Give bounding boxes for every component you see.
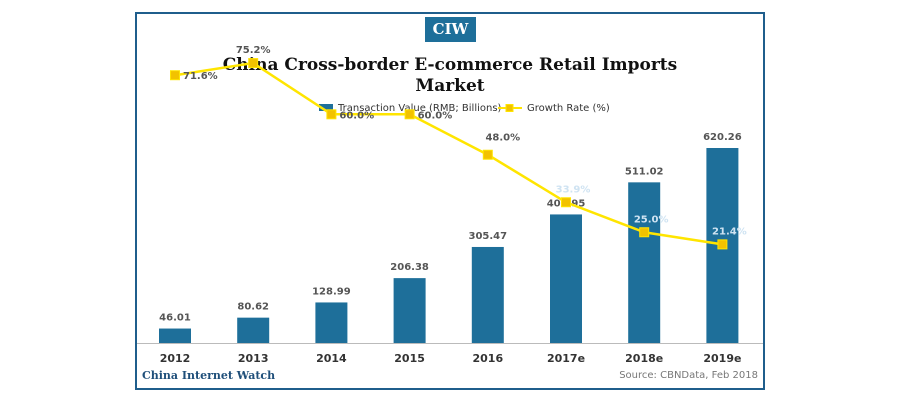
growth-marker-2019e bbox=[717, 239, 728, 250]
growth-marker-2015 bbox=[404, 109, 415, 120]
x-tick-label: 2014 bbox=[316, 352, 347, 365]
bar-2012 bbox=[159, 328, 191, 343]
chart-title: China Cross-border E-commerce Retail Imp… bbox=[185, 55, 715, 97]
x-tick-label: 2017e bbox=[547, 352, 585, 365]
bar-value-label: 620.26 bbox=[703, 132, 742, 143]
x-tick-label: 2012 bbox=[160, 352, 191, 365]
legend-label-transaction-value: Transaction Value (RMB; Billions) bbox=[337, 103, 502, 114]
x-tick-label: 2019e bbox=[703, 352, 741, 365]
growth-value-label: 60.0% bbox=[339, 110, 374, 121]
legend-marker-swatch bbox=[505, 104, 514, 112]
bar-value-label: 80.62 bbox=[237, 302, 269, 313]
bar-2014 bbox=[315, 302, 348, 343]
footer-brand: China Internet Watch bbox=[142, 369, 276, 382]
growth-value-label: 21.4% bbox=[712, 226, 747, 237]
growth-marker-2014 bbox=[326, 109, 337, 120]
legend-bar-swatch bbox=[319, 104, 333, 111]
growth-marker-2013 bbox=[248, 58, 259, 69]
growth-line-series: 71.6% 75.2% 60.0% 60.0% 48.0% 33.9% 25.0% 21.4% bbox=[170, 45, 747, 250]
bar-value-label: 305.47 bbox=[469, 231, 508, 242]
x-tick-label: 2018e bbox=[625, 352, 663, 365]
bar-series: 46.0180.62128.99206.38305.47408.95511.02… bbox=[159, 132, 742, 343]
bar-2018e bbox=[628, 182, 661, 343]
bar-2016 bbox=[471, 246, 504, 343]
growth-line bbox=[174, 61, 723, 246]
growth-value-label: 33.9% bbox=[556, 184, 591, 195]
bar-2017e bbox=[550, 214, 582, 343]
growth-value-label: 75.2% bbox=[236, 45, 271, 56]
growth-value-label: 48.0% bbox=[485, 133, 520, 144]
bar-value-label: 128.99 bbox=[312, 286, 351, 297]
chart-legend: Transaction Value (RMB; Billions) Growth … bbox=[319, 103, 610, 114]
chart-title-line1: China Cross-border E-commerce Retail Imp… bbox=[222, 55, 678, 75]
x-axis: 2012 2013 2014 2015 2016 2017e 2018e 2019e bbox=[137, 343, 763, 365]
legend-label-growth-rate: Growth Rate (%) bbox=[527, 103, 610, 114]
growth-marker-2017e bbox=[561, 197, 571, 208]
growth-value-label: 25.0% bbox=[634, 214, 669, 225]
growth-marker-2016 bbox=[482, 149, 493, 160]
growth-marker-2012 bbox=[170, 70, 180, 81]
bar-value-label: 206.38 bbox=[390, 262, 429, 273]
growth-marker-2018e bbox=[639, 227, 650, 238]
chart-title-line2: Market bbox=[415, 76, 485, 96]
ciw-logo-badge: CIW bbox=[425, 17, 476, 42]
growth-value-label: 60.0% bbox=[418, 110, 453, 121]
bar-2015 bbox=[393, 278, 426, 343]
x-tick-label: 2016 bbox=[472, 352, 503, 365]
bar-value-label: 46.01 bbox=[159, 313, 191, 324]
x-tick-label: 2015 bbox=[394, 352, 425, 365]
bar-value-label: 511.02 bbox=[625, 166, 664, 177]
footer-source: Source: CBNData, Feb 2018 bbox=[619, 370, 758, 381]
growth-value-label: 71.6% bbox=[183, 71, 218, 82]
x-tick-label: 2013 bbox=[238, 352, 269, 365]
bar-2013 bbox=[237, 317, 270, 343]
